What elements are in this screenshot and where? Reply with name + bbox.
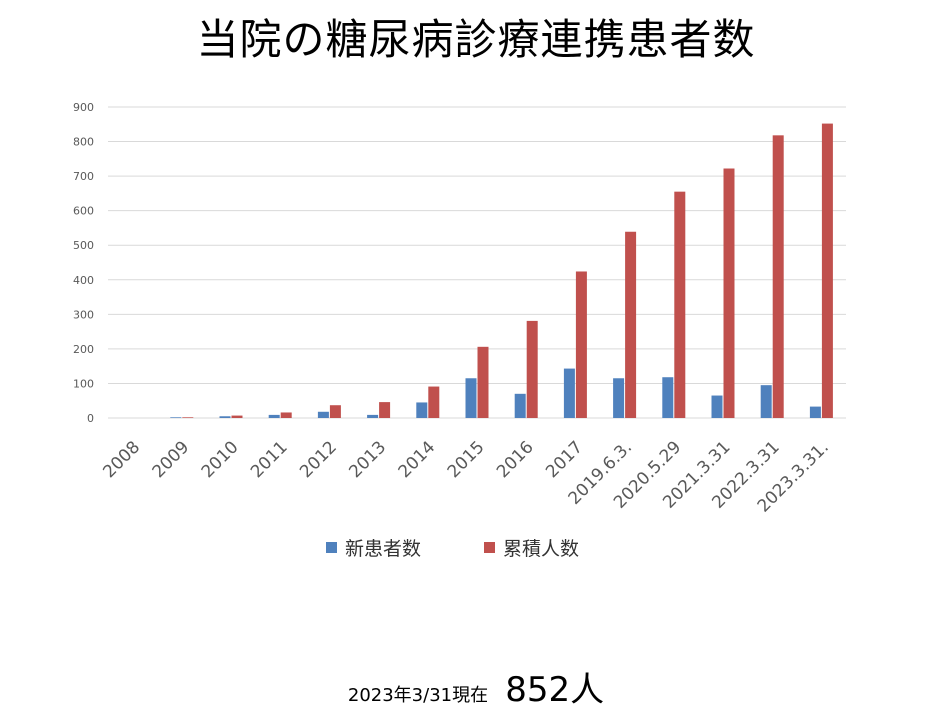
bar-cumulative-4 [329, 405, 341, 418]
bar-new-14 [809, 406, 821, 418]
legend-swatch-new [326, 542, 337, 553]
y-tick-label-900: 900 [73, 101, 94, 114]
x-tick-label-4: 2012 [296, 437, 341, 482]
x-tick-label-8: 2016 [493, 437, 538, 482]
y-tick-label-0: 0 [87, 412, 94, 425]
bar-cumulative-1 [182, 417, 194, 418]
x-tick-label-3: 2011 [247, 437, 292, 482]
bar-cumulative-10 [625, 231, 637, 418]
gridlines [108, 106, 846, 419]
y-tick-label-200: 200 [73, 343, 94, 356]
y-tick-label-600: 600 [73, 205, 94, 218]
bar-new-12 [711, 395, 723, 418]
x-tick-label-0: 2008 [99, 437, 144, 482]
legend-label-cumulative: 累積人数 [503, 538, 579, 560]
bar-cumulative-12 [723, 168, 735, 418]
bar-new-9 [563, 368, 575, 418]
bars [170, 123, 833, 418]
x-tick-label-6: 2014 [395, 437, 440, 482]
bar-new-10 [613, 378, 625, 418]
bar-cumulative-3 [280, 412, 292, 418]
bar-cumulative-11 [674, 191, 686, 418]
bar-cumulative-13 [772, 135, 784, 418]
x-tick-label-2: 2010 [198, 437, 243, 482]
bar-new-1 [170, 417, 182, 418]
y-tick-label-800: 800 [73, 136, 94, 149]
page-title: 当院の糖尿病診療連携患者数 [196, 15, 756, 64]
footer-summary: 2023年3/31現在 852人 [0, 662, 952, 711]
x-tick-label-9: 2017 [542, 437, 587, 482]
bar-new-6 [416, 402, 428, 418]
bar-cumulative-6 [428, 386, 440, 418]
legend-label-new: 新患者数 [345, 538, 421, 560]
x-tick-label-5: 2013 [345, 437, 390, 482]
y-tick-label-100: 100 [73, 377, 94, 390]
y-axis-ticks: 0 100 200 300 400 500 600 700 800 900 [73, 101, 94, 425]
y-tick-label-700: 700 [73, 170, 94, 183]
bar-new-8 [514, 393, 526, 418]
x-tick-label-7: 2015 [444, 437, 489, 482]
y-tick-label-300: 300 [73, 308, 94, 321]
bar-cumulative-8 [526, 320, 538, 418]
bar-new-13 [760, 385, 772, 418]
x-tick-label-1: 2009 [149, 437, 194, 482]
footer-date-label: 2023年3/31現在 [347, 685, 489, 706]
bar-new-2 [219, 416, 231, 418]
bar-new-7 [465, 378, 477, 418]
x-axis-ticks: 2008 2009 2010 2011 2012 2013 2014 2015 2016 2017… [99, 437, 833, 516]
bar-cumulative-2 [231, 415, 243, 418]
bar-cumulative-14 [821, 123, 833, 418]
footer-count-label: 852人 [505, 670, 605, 710]
bar-new-4 [317, 411, 329, 418]
legend: 新患者数 累積人数 [326, 538, 579, 560]
legend-swatch-cumulative [484, 542, 495, 553]
bar-cumulative-5 [379, 402, 391, 418]
y-tick-label-500: 500 [73, 239, 94, 252]
bar-new-3 [268, 414, 280, 418]
bar-cumulative-9 [575, 271, 587, 418]
bar-new-11 [662, 377, 674, 418]
bar-cumulative-7 [477, 346, 489, 418]
y-tick-label-400: 400 [73, 274, 94, 287]
bar-new-5 [367, 414, 379, 418]
